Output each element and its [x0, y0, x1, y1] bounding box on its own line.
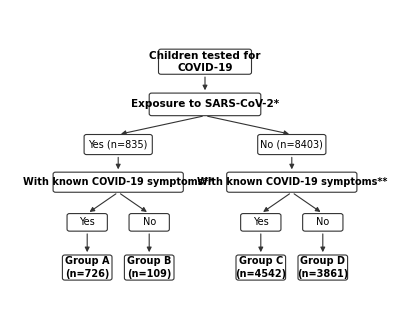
Text: No (n=8403): No (n=8403) [260, 140, 323, 150]
Text: Yes: Yes [253, 217, 269, 227]
FancyBboxPatch shape [241, 214, 281, 231]
Text: Group C
(n=4542): Group C (n=4542) [235, 256, 286, 279]
Text: Exposure to SARS-CoV-2*: Exposure to SARS-CoV-2* [131, 99, 279, 110]
FancyBboxPatch shape [124, 255, 174, 280]
Text: With known COVID-19 symptoms**: With known COVID-19 symptoms** [197, 177, 387, 187]
Text: Yes (n=835): Yes (n=835) [88, 140, 148, 150]
FancyBboxPatch shape [53, 172, 183, 192]
Text: No: No [316, 217, 330, 227]
Text: Group A
(n=726): Group A (n=726) [65, 256, 110, 279]
FancyBboxPatch shape [258, 135, 326, 155]
Text: Children tested for
COVID-19: Children tested for COVID-19 [149, 51, 261, 73]
FancyBboxPatch shape [298, 255, 348, 280]
Text: Yes: Yes [79, 217, 95, 227]
FancyBboxPatch shape [129, 214, 169, 231]
FancyBboxPatch shape [158, 49, 252, 74]
FancyBboxPatch shape [84, 135, 152, 155]
FancyBboxPatch shape [227, 172, 357, 192]
FancyBboxPatch shape [303, 214, 343, 231]
FancyBboxPatch shape [149, 93, 261, 116]
Text: Group D
(n=3861): Group D (n=3861) [297, 256, 348, 279]
FancyBboxPatch shape [67, 214, 107, 231]
FancyBboxPatch shape [62, 255, 112, 280]
Text: With known COVID-19 symptoms**: With known COVID-19 symptoms** [23, 177, 213, 187]
Text: Group B
(n=109): Group B (n=109) [127, 256, 171, 279]
FancyBboxPatch shape [236, 255, 286, 280]
Text: No: No [142, 217, 156, 227]
